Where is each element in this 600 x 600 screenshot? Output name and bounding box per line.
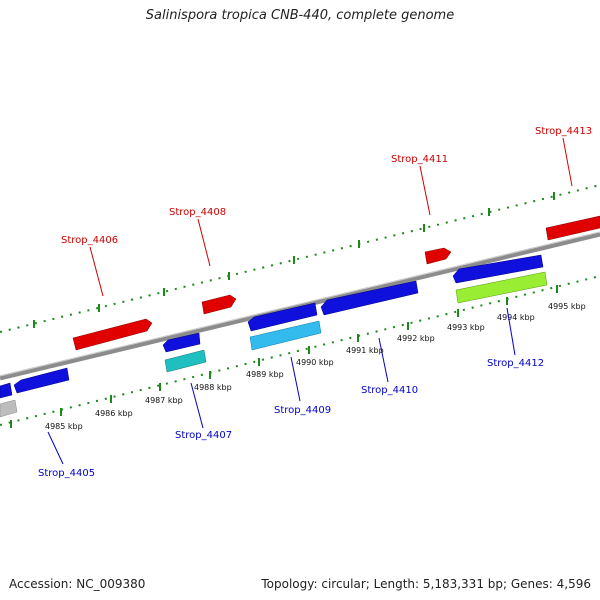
topology-label: Topology: circular; Length: 5,183,331 bp… bbox=[261, 577, 591, 591]
gene-label-strop-4405[interactable]: Strop_4405 bbox=[38, 468, 95, 479]
gene-strop-4406[interactable] bbox=[72, 318, 153, 351]
leader-strop-4409 bbox=[290, 356, 301, 402]
gene-partial-left-2[interactable] bbox=[0, 399, 18, 418]
leader-strop-4412 bbox=[506, 307, 516, 356]
gene-strop-4407[interactable] bbox=[164, 349, 207, 373]
kbp-label: 4991 kbp bbox=[346, 346, 384, 355]
leader-strop-4405 bbox=[47, 431, 64, 465]
gene-label-strop-4408[interactable]: Strop_4408 bbox=[169, 207, 226, 218]
gene-strop-4412[interactable] bbox=[455, 271, 548, 304]
leader-strop-4411 bbox=[419, 165, 431, 216]
forward-major-ticks bbox=[33, 192, 555, 328]
leader-strop-4406 bbox=[89, 246, 104, 297]
leader-strop-4408 bbox=[197, 218, 211, 267]
gene-strop-4408[interactable] bbox=[201, 294, 237, 315]
gene-strop-4405[interactable] bbox=[13, 367, 70, 394]
gene-partial-left-1[interactable] bbox=[0, 382, 13, 399]
leader-strop-4407 bbox=[190, 382, 204, 429]
kbp-label: 4987 kbp bbox=[145, 396, 183, 405]
gene-strop-4407-blue[interactable] bbox=[162, 332, 201, 353]
gene-strop-4409[interactable] bbox=[249, 320, 322, 351]
kbp-label: 4988 kbp bbox=[194, 383, 232, 392]
kbp-label: 4985 kbp bbox=[45, 422, 83, 431]
gene-strop-4411[interactable] bbox=[424, 247, 452, 265]
gene-label-strop-4407[interactable]: Strop_4407 bbox=[175, 430, 232, 441]
reverse-tick-track bbox=[0, 275, 600, 426]
kbp-label: 4995 kbp bbox=[548, 302, 586, 311]
kbp-label: 4992 kbp bbox=[397, 334, 435, 343]
kbp-label: 4989 kbp bbox=[246, 370, 284, 379]
forward-genes bbox=[72, 215, 600, 351]
reverse-major-ticks bbox=[10, 285, 558, 428]
accession-label: Accession: NC_009380 bbox=[9, 577, 146, 591]
reverse-genes bbox=[0, 254, 548, 418]
gene-label-strop-4409[interactable]: Strop_4409 bbox=[274, 405, 331, 416]
gene-label-strop-4406[interactable]: Strop_4406 bbox=[61, 235, 118, 246]
forward-tick-track bbox=[0, 184, 600, 333]
genome-backbone bbox=[0, 231, 600, 381]
genome-backbone-highlight bbox=[0, 231, 600, 377]
leader-strop-4410 bbox=[378, 337, 389, 383]
gene-strop-4410[interactable] bbox=[320, 280, 419, 316]
leader-strop-4413 bbox=[562, 137, 573, 187]
kbp-label: 4986 kbp bbox=[95, 409, 133, 418]
kbp-label: 4990 kbp bbox=[296, 358, 334, 367]
kbp-label: 4993 kbp bbox=[447, 323, 485, 332]
gene-strop-4413[interactable] bbox=[545, 215, 600, 241]
gene-label-strop-4413[interactable]: Strop_4413 bbox=[535, 126, 592, 137]
gene-label-strop-4412[interactable]: Strop_4412 bbox=[487, 358, 544, 369]
gene-strop-4412-blue[interactable] bbox=[452, 254, 544, 284]
map-title: Salinispora tropica CNB-440, complete ge… bbox=[145, 8, 455, 23]
gene-label-strop-4410[interactable]: Strop_4410 bbox=[361, 385, 418, 396]
gene-strop-4409-blue[interactable] bbox=[247, 302, 318, 332]
gene-label-strop-4411[interactable]: Strop_4411 bbox=[391, 154, 448, 165]
kbp-label: 4994 kbp bbox=[497, 313, 535, 322]
